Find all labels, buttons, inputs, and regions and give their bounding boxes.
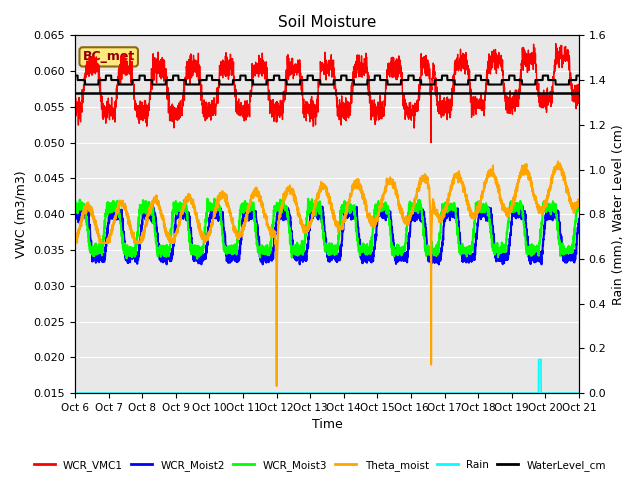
Text: BC_met: BC_met xyxy=(83,50,135,63)
Y-axis label: Rain (mm), Water Level (cm): Rain (mm), Water Level (cm) xyxy=(612,124,625,305)
Y-axis label: VWC (m3/m3): VWC (m3/m3) xyxy=(15,170,28,258)
Legend: WCR_VMC1, WCR_Moist2, WCR_Moist3, Theta_moist, Rain, WaterLevel_cm: WCR_VMC1, WCR_Moist2, WCR_Moist3, Theta_… xyxy=(29,456,611,475)
X-axis label: Time: Time xyxy=(312,419,342,432)
Title: Soil Moisture: Soil Moisture xyxy=(278,15,376,30)
